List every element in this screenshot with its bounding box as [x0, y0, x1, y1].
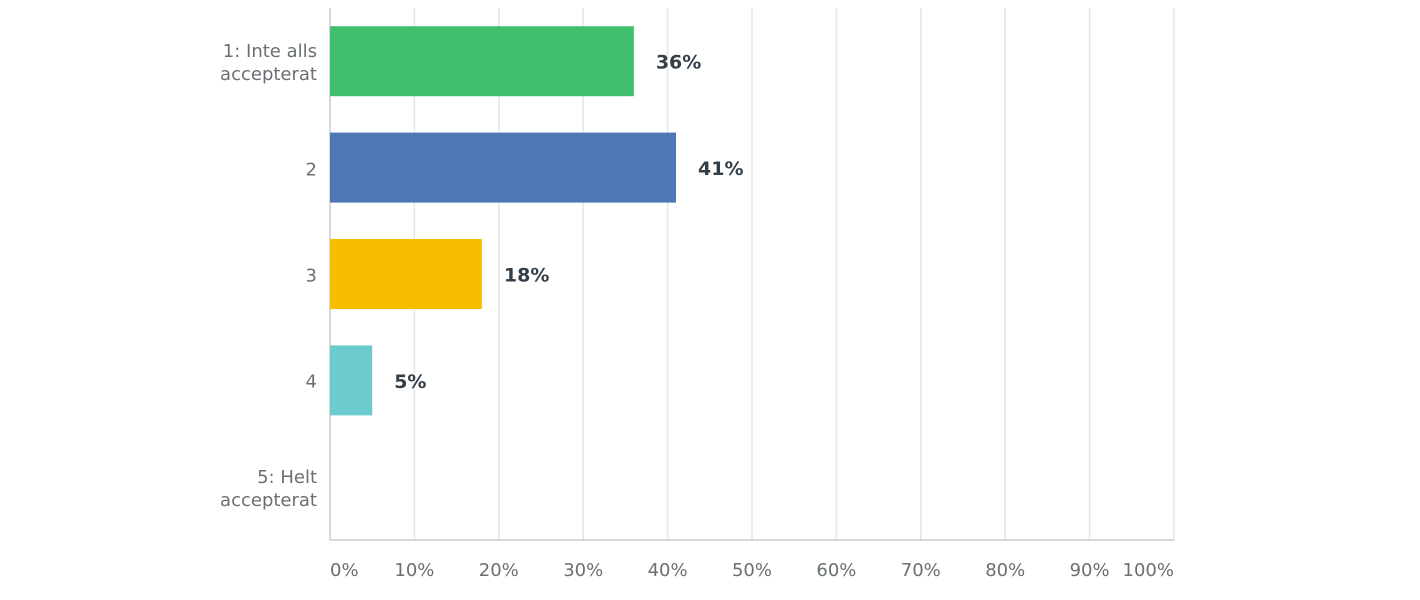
y-tick-label: 3: [305, 265, 317, 287]
bar: [330, 26, 634, 97]
value-label: 36%: [656, 52, 701, 74]
value-label: 18%: [504, 265, 549, 287]
x-tick-label: 20%: [479, 560, 519, 581]
y-tick-label: 5: Helt accepterat: [220, 466, 317, 511]
x-tick-label: 100%: [1123, 560, 1174, 581]
x-tick-label: 70%: [901, 560, 941, 581]
x-tick-label: 10%: [394, 560, 434, 581]
value-label: 5%: [394, 371, 426, 393]
x-tick-label: 0%: [330, 560, 359, 581]
bar: [330, 239, 482, 309]
x-tick-label: 50%: [732, 560, 772, 581]
x-tick-label: 60%: [816, 560, 856, 581]
y-tick-label: 2: [305, 159, 317, 181]
x-tick-label: 90%: [1070, 560, 1110, 581]
bar: [330, 345, 373, 416]
x-tick-label: 30%: [563, 560, 603, 581]
value-label: 41%: [698, 158, 743, 180]
y-tick-label: 4: [305, 371, 317, 393]
x-tick-label: 80%: [985, 560, 1025, 581]
x-tick-label: 40%: [648, 560, 688, 581]
y-tick-label: 1: Inte alls accepterat: [220, 41, 317, 86]
bar: [330, 132, 677, 203]
